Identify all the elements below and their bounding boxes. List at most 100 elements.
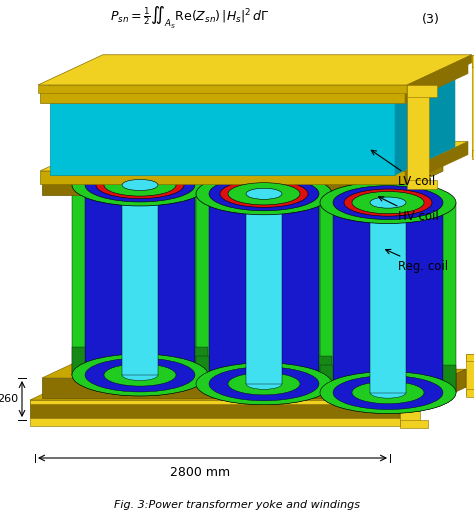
Polygon shape <box>400 385 428 392</box>
Ellipse shape <box>72 354 208 396</box>
Polygon shape <box>38 85 407 93</box>
Polygon shape <box>400 369 466 418</box>
Polygon shape <box>122 185 158 375</box>
Ellipse shape <box>352 381 424 404</box>
Ellipse shape <box>96 171 184 199</box>
Polygon shape <box>42 354 443 378</box>
Ellipse shape <box>104 364 176 386</box>
Polygon shape <box>400 420 428 428</box>
Polygon shape <box>209 194 319 384</box>
Polygon shape <box>30 400 400 418</box>
Polygon shape <box>164 386 173 392</box>
Polygon shape <box>246 194 282 384</box>
Polygon shape <box>472 55 474 156</box>
Polygon shape <box>405 60 468 103</box>
Ellipse shape <box>85 358 195 392</box>
Polygon shape <box>301 392 317 398</box>
Text: 2800 mm: 2800 mm <box>170 465 230 478</box>
Polygon shape <box>196 194 332 384</box>
Ellipse shape <box>320 372 456 413</box>
Polygon shape <box>400 385 420 426</box>
Polygon shape <box>42 378 392 398</box>
Polygon shape <box>472 55 474 67</box>
Text: Reg. coil: Reg. coil <box>386 249 448 273</box>
Polygon shape <box>319 356 332 384</box>
Polygon shape <box>341 392 356 398</box>
Polygon shape <box>305 386 312 392</box>
Polygon shape <box>392 354 443 398</box>
Polygon shape <box>407 85 429 186</box>
Polygon shape <box>40 171 405 184</box>
Polygon shape <box>472 150 474 159</box>
Polygon shape <box>466 354 474 361</box>
Polygon shape <box>161 392 177 398</box>
Polygon shape <box>30 400 400 404</box>
Ellipse shape <box>209 177 319 211</box>
Polygon shape <box>255 386 263 392</box>
Ellipse shape <box>320 182 456 223</box>
Ellipse shape <box>333 376 443 410</box>
Polygon shape <box>42 154 443 178</box>
Ellipse shape <box>196 173 332 215</box>
Ellipse shape <box>228 183 300 205</box>
Text: Fig. 3:Power transformer yoke and windings: Fig. 3:Power transformer yoke and windin… <box>114 500 360 510</box>
Ellipse shape <box>320 372 456 413</box>
Polygon shape <box>30 418 400 426</box>
Polygon shape <box>50 72 455 100</box>
Polygon shape <box>405 141 468 184</box>
Polygon shape <box>30 369 466 400</box>
Polygon shape <box>40 60 468 90</box>
Polygon shape <box>345 386 353 392</box>
Polygon shape <box>466 354 474 395</box>
Ellipse shape <box>85 358 195 392</box>
Polygon shape <box>110 392 127 398</box>
Ellipse shape <box>72 164 208 206</box>
Polygon shape <box>392 154 443 195</box>
Polygon shape <box>407 180 437 189</box>
Ellipse shape <box>122 180 158 190</box>
Polygon shape <box>395 72 455 175</box>
Ellipse shape <box>196 363 332 405</box>
Ellipse shape <box>228 373 300 395</box>
Ellipse shape <box>196 363 332 405</box>
Polygon shape <box>72 185 208 375</box>
Polygon shape <box>370 203 406 393</box>
Ellipse shape <box>220 180 308 207</box>
Polygon shape <box>115 386 123 392</box>
Polygon shape <box>407 85 437 97</box>
Polygon shape <box>42 178 392 195</box>
Polygon shape <box>40 90 405 103</box>
Polygon shape <box>320 203 456 393</box>
Polygon shape <box>71 392 87 398</box>
Ellipse shape <box>209 367 319 401</box>
Polygon shape <box>96 369 466 387</box>
Ellipse shape <box>85 168 195 202</box>
Polygon shape <box>210 392 227 398</box>
Ellipse shape <box>209 367 319 401</box>
Polygon shape <box>74 386 82 392</box>
Ellipse shape <box>246 188 282 199</box>
Text: HV coil: HV coil <box>379 197 439 223</box>
Ellipse shape <box>344 189 432 216</box>
Polygon shape <box>443 365 456 393</box>
Text: 260: 260 <box>0 394 18 404</box>
Ellipse shape <box>333 376 443 410</box>
Text: LV coil: LV coil <box>371 150 435 188</box>
Polygon shape <box>38 55 472 85</box>
Polygon shape <box>320 365 333 393</box>
Ellipse shape <box>370 387 406 398</box>
Ellipse shape <box>122 369 158 380</box>
Polygon shape <box>85 185 195 375</box>
Ellipse shape <box>246 378 282 390</box>
Polygon shape <box>196 356 209 384</box>
Ellipse shape <box>104 174 176 196</box>
Polygon shape <box>40 141 468 171</box>
Ellipse shape <box>352 191 424 214</box>
Polygon shape <box>466 389 474 397</box>
Polygon shape <box>407 55 472 93</box>
Polygon shape <box>215 386 223 392</box>
Text: $P_{sn} = \frac{1}{2}\iint_{A_S}\mathrm{Re}(Z_{sn})\,|H_s|^2\,d\Gamma$: $P_{sn} = \frac{1}{2}\iint_{A_S}\mathrm{… <box>110 5 270 31</box>
Polygon shape <box>50 100 395 175</box>
Polygon shape <box>195 347 208 375</box>
Polygon shape <box>72 347 85 375</box>
